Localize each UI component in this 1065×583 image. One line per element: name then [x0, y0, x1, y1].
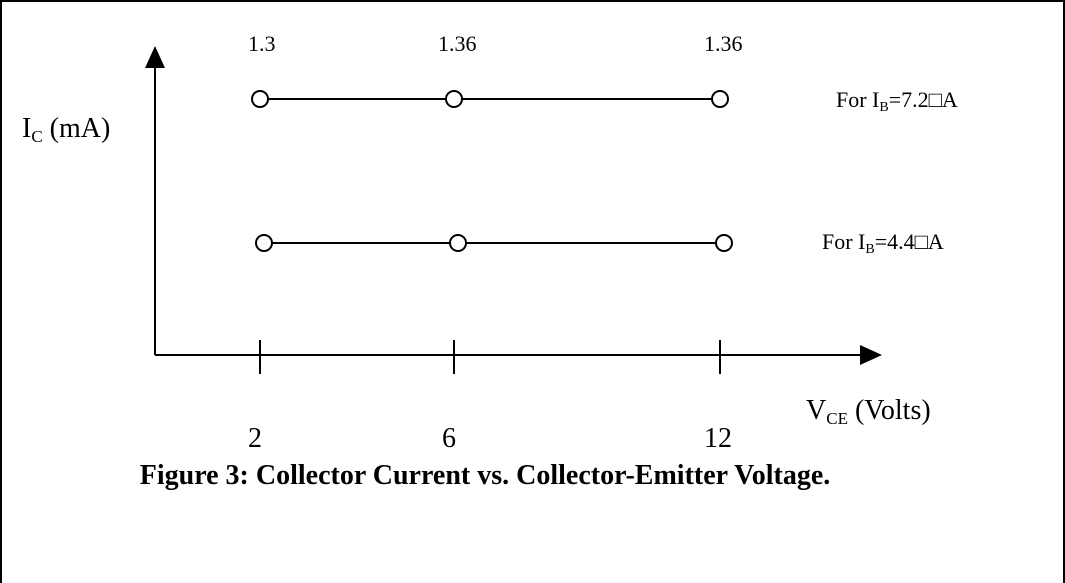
data-point [711, 90, 729, 108]
x-tick-label: 6 [442, 423, 456, 454]
data-point [715, 234, 733, 252]
series-layer: 1.3 1.36 1.36 [248, 31, 743, 252]
x-ticks: 2 6 12 [248, 340, 732, 454]
x-axis-label: VCE (Volts) [806, 395, 931, 428]
data-point [449, 234, 467, 252]
x-axis-arrow [860, 345, 882, 365]
data-label: 1.36 [704, 31, 743, 56]
data-label: 1.36 [438, 31, 477, 56]
figure-caption: Figure 3: Collector Current vs. Collecto… [139, 460, 831, 491]
y-axis-label: IC (mA) [22, 113, 110, 146]
series-label-ib-7-2: For IB=7.2□A [836, 87, 958, 115]
data-point [251, 90, 269, 108]
y-axis-arrow [145, 46, 165, 68]
data-point [255, 234, 273, 252]
data-point [445, 90, 463, 108]
frame-left-edge [0, 0, 2, 583]
x-tick-label: 12 [704, 423, 732, 454]
data-label: 1.3 [248, 31, 276, 56]
series-label-ib-4-4: For IB=4.4□A [822, 229, 944, 257]
x-tick-label: 2 [248, 423, 262, 454]
